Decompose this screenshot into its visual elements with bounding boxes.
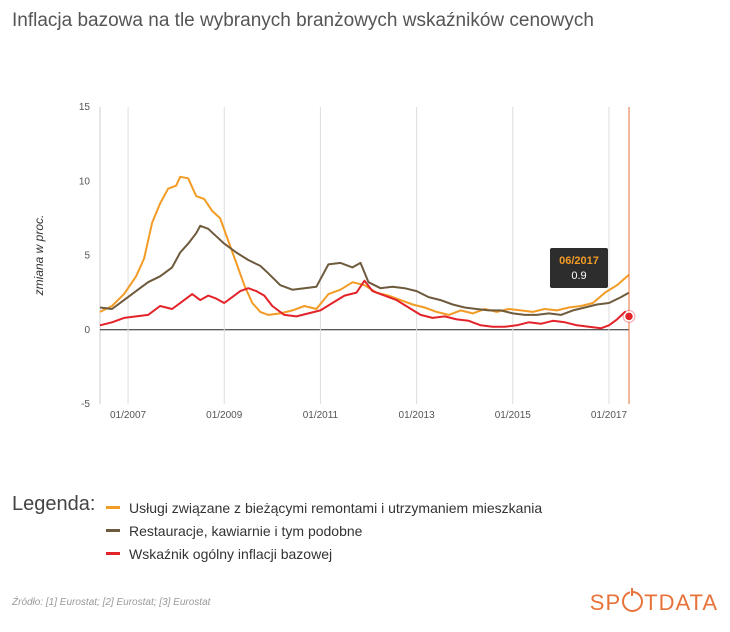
- y-tick-label: 15: [79, 102, 91, 113]
- legend-label: Wskaźnik ogólny inflacji bazowej: [129, 545, 333, 562]
- y-tick-label: -5: [81, 399, 90, 410]
- y-axis-ticks: -5 0 5 10 15: [79, 102, 91, 410]
- series-line-2[interactable]: [99, 224, 630, 316]
- series-line-3[interactable]: [99, 279, 630, 330]
- x-tick-label: 01/2011: [303, 410, 339, 421]
- y-tick-label: 0: [84, 325, 90, 336]
- tooltip-date: 06/2017: [559, 255, 599, 267]
- x-tick-label: 01/2015: [495, 410, 532, 421]
- brand-text-start: SP: [589, 590, 622, 615]
- x-axis-ticks: 01/2007 01/2009 01/2011 01/2013 01/2015 01/20…: [110, 410, 627, 421]
- legend-swatch: [106, 506, 120, 509]
- hover-marker: [622, 107, 636, 404]
- legend-swatch: [106, 552, 120, 555]
- tooltip-value: 0.9: [571, 270, 587, 282]
- x-tick-label: 01/2009: [206, 410, 243, 421]
- chart-legend: Usługi związane z bieżącymi remontami i …: [106, 496, 542, 565]
- y-tick-label: 5: [84, 251, 90, 262]
- legend-item-2[interactable]: Restauracje, kawiarnie i tym podobne: [106, 519, 542, 542]
- y-tick-label: 10: [79, 176, 91, 187]
- legend-swatch: [106, 529, 120, 532]
- chart-series[interactable]: [99, 175, 630, 330]
- chart-tooltip: 06/2017 0.9: [550, 248, 608, 288]
- source-note: Źródło: [1] Eurostat; [2] Eurostat; [3] …: [12, 597, 211, 608]
- x-tick-label: 01/2017: [591, 410, 628, 421]
- chart-grid: [99, 107, 629, 404]
- y-axis-label: zmiana w proc.: [32, 215, 46, 297]
- series-line-1[interactable]: [99, 175, 630, 316]
- x-tick-label: 01/2007: [110, 410, 147, 421]
- marker-dot: [623, 311, 635, 322]
- brand-o-icon: [622, 588, 644, 612]
- legend-title: Legenda:: [12, 493, 96, 515]
- brand-logo: SP TDATA: [589, 588, 718, 616]
- page-title: Inflacja bazowa na tle wybranych branżow…: [12, 10, 594, 31]
- legend-item-3[interactable]: Wskaźnik ogólny inflacji bazowej: [106, 542, 542, 565]
- legend-label: Usługi związane z bieżącymi remontami i …: [129, 499, 543, 516]
- legend-item-1[interactable]: Usługi związane z bieżącymi remontami i …: [106, 496, 542, 519]
- x-tick-label: 01/2013: [399, 410, 436, 421]
- legend-label: Restauracje, kawiarnie i tym podobne: [129, 522, 363, 539]
- brand-text-end: TDATA: [644, 590, 718, 615]
